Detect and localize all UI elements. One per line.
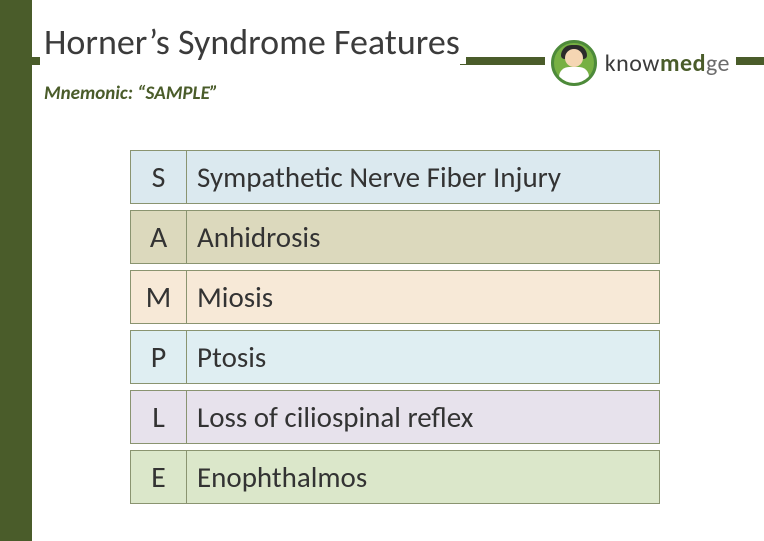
mnemonic-description: Ptosis bbox=[187, 331, 659, 383]
mnemonic-letter: S bbox=[131, 151, 187, 203]
mnemonic-description: Loss of ciliospinal reflex bbox=[187, 391, 659, 443]
table-row: MMiosis bbox=[130, 270, 660, 324]
page-title: Horner’s Syndrome Features bbox=[44, 20, 466, 64]
mnemonic-description: Sympathetic Nerve Fiber Injury bbox=[187, 151, 659, 203]
mnemonic-table: SSympathetic Nerve Fiber InjuryAAnhidros… bbox=[130, 150, 660, 510]
table-row: PPtosis bbox=[130, 330, 660, 384]
doctor-avatar-icon bbox=[551, 40, 597, 86]
mnemonic-letter: L bbox=[131, 391, 187, 443]
table-row: SSympathetic Nerve Fiber Injury bbox=[130, 150, 660, 204]
brand-logo: knowmedge bbox=[545, 40, 736, 86]
left-accent-bar bbox=[0, 0, 32, 541]
table-row: LLoss of ciliospinal reflex bbox=[130, 390, 660, 444]
mnemonic-subtitle: Mnemonic: “SAMPLE” bbox=[44, 82, 218, 105]
mnemonic-description: Enophthalmos bbox=[187, 451, 659, 503]
mnemonic-letter: M bbox=[131, 271, 187, 323]
brand-wordmark: knowmedge bbox=[605, 49, 730, 78]
mnemonic-description: Anhidrosis bbox=[187, 211, 659, 263]
mnemonic-letter: P bbox=[131, 331, 187, 383]
table-row: EEnophthalmos bbox=[130, 450, 660, 504]
mnemonic-description: Miosis bbox=[187, 271, 659, 323]
table-row: AAnhidrosis bbox=[130, 210, 660, 264]
mnemonic-letter: A bbox=[131, 211, 187, 263]
mnemonic-letter: E bbox=[131, 451, 187, 503]
